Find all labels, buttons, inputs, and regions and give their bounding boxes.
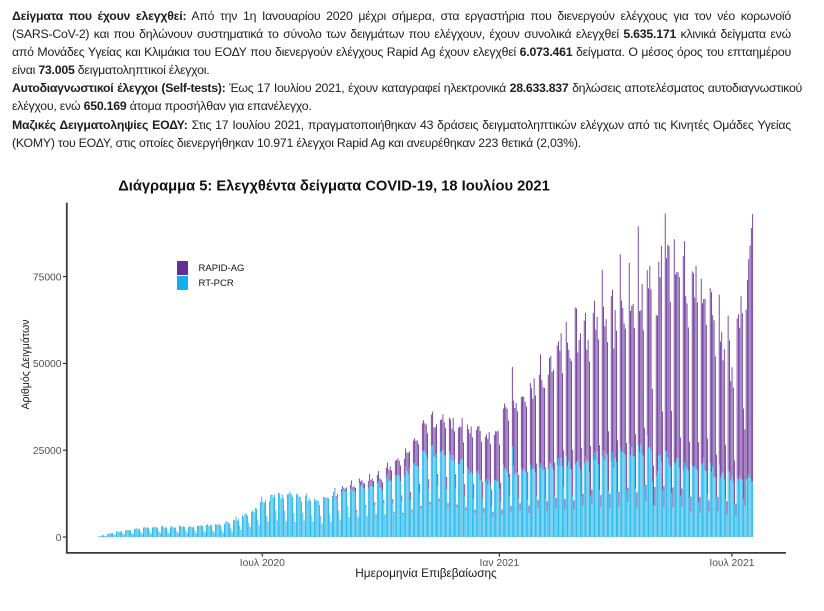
svg-text:RT-PCR: RT-PCR xyxy=(199,278,234,289)
svg-text:Διάγραμμα 5: Ελεγχθέντα δείγμα: Διάγραμμα 5: Ελεγχθέντα δείγματα COVID-1… xyxy=(118,179,550,195)
svg-text:50000: 50000 xyxy=(33,359,62,370)
svg-text:25000: 25000 xyxy=(33,446,62,457)
svg-text:RAPID-AG: RAPID-AG xyxy=(199,263,245,274)
svg-text:Ιουλ 2020: Ιουλ 2020 xyxy=(240,558,285,569)
svg-text:75000: 75000 xyxy=(33,272,62,283)
svg-text:Ημερομηνία Επιβεβαίωσης: Ημερομηνία Επιβεβαίωσης xyxy=(355,566,497,580)
svg-text:Αριθμός Δειγμάτων: Αριθμός Δειγμάτων xyxy=(20,319,32,409)
svg-text:0: 0 xyxy=(56,533,62,544)
svg-text:Ιαν 2021: Ιαν 2021 xyxy=(480,558,520,569)
svg-text:Ιουλ 2021: Ιουλ 2021 xyxy=(709,558,754,569)
